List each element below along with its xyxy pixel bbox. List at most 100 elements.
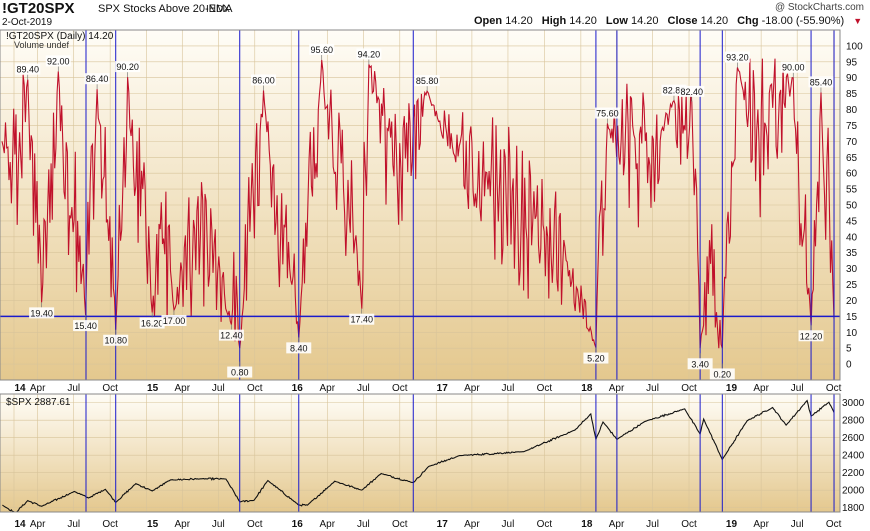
- symbol-description: SPX Stocks Above 20-EMA: [98, 3, 233, 15]
- indicator-xtick: 17: [437, 383, 449, 394]
- close-label: Close: [667, 15, 698, 27]
- spx-xtick: Oct: [681, 519, 697, 530]
- indicator-ytick: 75: [846, 121, 858, 132]
- indicator-xtick: 19: [726, 383, 738, 394]
- indicator-ytick: 40: [846, 232, 858, 243]
- annotation-label: 85.40: [810, 77, 833, 87]
- spx-xtick: Jul: [67, 519, 80, 530]
- low-value: 14.20: [630, 15, 659, 27]
- indicator-xtick: 18: [581, 383, 593, 394]
- indicator-xtick: 16: [292, 383, 304, 394]
- annotation-box: [798, 330, 824, 342]
- indicator-ytick: 65: [846, 153, 858, 164]
- annotation-box: [309, 43, 335, 55]
- annotation-box: [227, 366, 253, 378]
- annotation-box: [29, 307, 55, 319]
- annotation-box: [724, 51, 750, 63]
- indicator-xtick: Jul: [646, 383, 659, 394]
- quote-bar: Open 14.20 High 14.20 Low 14.20 Close 14…: [474, 15, 862, 27]
- indicator-xtick: Apr: [753, 383, 769, 394]
- spx-xtick: Apr: [30, 519, 46, 530]
- open-label: Open: [474, 15, 503, 27]
- annotation-label: 85.80: [416, 76, 439, 86]
- chg-value: -18.00 (-55.90%): [761, 15, 845, 27]
- indicator-ytick: 5: [846, 344, 852, 355]
- annotation-label: 10.80: [104, 336, 127, 346]
- annotation-box: [414, 75, 440, 87]
- annotation-box: [661, 84, 687, 96]
- annotation-box: [679, 85, 705, 97]
- indicator-xtick: Oct: [681, 383, 697, 394]
- annotation-label: 95.60: [310, 45, 333, 55]
- annotation-box: [139, 317, 165, 329]
- annotation-box: [218, 329, 244, 341]
- annotations: 19.40 15.40 10.80 16.20 17.00 12.40 0.80 8.40 17…: [15, 43, 834, 380]
- annotation-box: [349, 313, 375, 325]
- indicator-xtick: Jul: [357, 383, 370, 394]
- spx-xtick: Oct: [247, 519, 263, 530]
- annotation-box: [594, 107, 620, 119]
- spx-legend: $SPX 2887.61: [6, 397, 71, 408]
- spx-xtick: Oct: [537, 519, 553, 530]
- annotation-box: [687, 358, 713, 370]
- indicator-xtick: Jul: [791, 383, 804, 394]
- close-value: 14.20: [700, 15, 729, 27]
- spx-frame: [0, 393, 841, 513]
- spx-xtick: Jul: [502, 519, 515, 530]
- indicator-ytick: 70: [846, 137, 858, 148]
- indicator-xtick: Jul: [212, 383, 225, 394]
- down-triangle-icon: ▼: [853, 16, 863, 26]
- annotation-label: 82.40: [681, 87, 704, 97]
- annotation-box: [161, 315, 187, 326]
- spx-xtick: Oct: [102, 519, 118, 530]
- chg-label: Chg: [737, 15, 759, 27]
- annotation-box: [15, 63, 41, 75]
- annotation-label: 86.40: [86, 74, 109, 84]
- annotation-label: 5.20: [587, 354, 605, 364]
- axes: 0 5 10 15 20 25 30 35 40 45 50 55 60 65 70 75 80 85 90 95 10…: [14, 41, 864, 530]
- annotation-label: 17.00: [163, 316, 186, 326]
- spx-ytick: 2200: [842, 468, 865, 479]
- spx-xtick: Apr: [753, 519, 769, 530]
- indicator-ytick: 35: [846, 248, 858, 259]
- indicator-ytick: 45: [846, 216, 858, 227]
- annotation-box: [84, 73, 110, 85]
- spx-xtick: 18: [581, 519, 593, 530]
- indicator-ytick: 60: [846, 169, 858, 180]
- spx-panel: [0, 394, 840, 512]
- indicator-xtick: Jul: [67, 383, 80, 394]
- indicator-ytick: 30: [846, 264, 858, 275]
- annotation-label: 94.20: [358, 49, 381, 59]
- annotation-label: 17.40: [350, 315, 373, 325]
- annotation-label: 90.20: [116, 62, 139, 72]
- annotation-label: 86.00: [252, 75, 275, 85]
- spx-series: [2, 399, 835, 512]
- spx-xtick: Apr: [320, 519, 336, 530]
- spx-xtick: Jul: [791, 519, 804, 530]
- volume-legend: Volume undef: [14, 40, 70, 50]
- indicator-ytick: 85: [846, 89, 858, 100]
- open-value: 14.20: [505, 15, 533, 27]
- annotation-label: 0.20: [714, 369, 732, 379]
- annotation-label: 92.00: [47, 56, 70, 66]
- low-label: Low: [605, 15, 628, 27]
- indicator-xtick: 14: [14, 383, 26, 394]
- high-value: 14.20: [569, 15, 597, 27]
- indicator-xtick: Jul: [502, 383, 515, 394]
- annotation-label: 89.40: [16, 65, 39, 75]
- indicator-ytick: 55: [846, 185, 858, 196]
- annotation-box: [103, 334, 129, 346]
- annotation-box: [808, 76, 834, 88]
- spx-xtick: Apr: [609, 519, 625, 530]
- indicator-ytick: 10: [846, 328, 858, 339]
- annotation-box: [583, 352, 609, 364]
- spx-ytick: 3000: [842, 398, 865, 409]
- watermark: @ StockCharts.com: [774, 2, 864, 13]
- spx-line: [2, 399, 835, 512]
- annotation-label: 16.20: [141, 319, 164, 329]
- spx-ytick: 2400: [842, 451, 865, 462]
- annotation-label: 19.40: [30, 308, 53, 318]
- annotation-label: 75.60: [596, 109, 619, 119]
- annotation-box: [709, 368, 735, 380]
- annotation-box: [780, 61, 806, 73]
